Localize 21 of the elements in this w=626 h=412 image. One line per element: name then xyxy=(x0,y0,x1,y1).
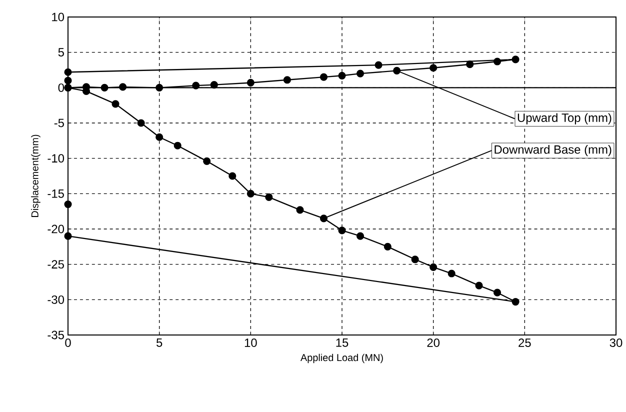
y-tick-label: 0 xyxy=(58,83,64,92)
x-tick-label: 15 xyxy=(336,338,348,347)
x-tick-label: 25 xyxy=(518,338,531,347)
y-axis-title: Displacement(mm) xyxy=(31,134,40,217)
legend-label: Downward Base (mm) xyxy=(494,145,612,156)
x-tick-label: 20 xyxy=(427,338,440,347)
x-tick-label: 0 xyxy=(65,338,71,347)
legend-label: Upward Top (mm) xyxy=(518,113,612,124)
y-tick-label: -5 xyxy=(54,118,64,128)
y-tick-label: 5 xyxy=(58,48,64,56)
y-tick-label: -20 xyxy=(48,224,64,234)
y-tick-label: -25 xyxy=(48,260,64,269)
y-tick-label: -35 xyxy=(48,330,64,340)
x-axis-title: Applied Load (MN) xyxy=(300,354,383,364)
y-tick-label: -10 xyxy=(48,154,64,163)
y-tick-label: -15 xyxy=(48,190,64,198)
y-tick-label: 10 xyxy=(52,12,64,22)
y-tick-label: -30 xyxy=(48,295,64,304)
x-tick-label: 10 xyxy=(244,338,257,347)
x-tick-label: 5 xyxy=(156,338,162,347)
x-tick-label: 30 xyxy=(610,338,622,347)
